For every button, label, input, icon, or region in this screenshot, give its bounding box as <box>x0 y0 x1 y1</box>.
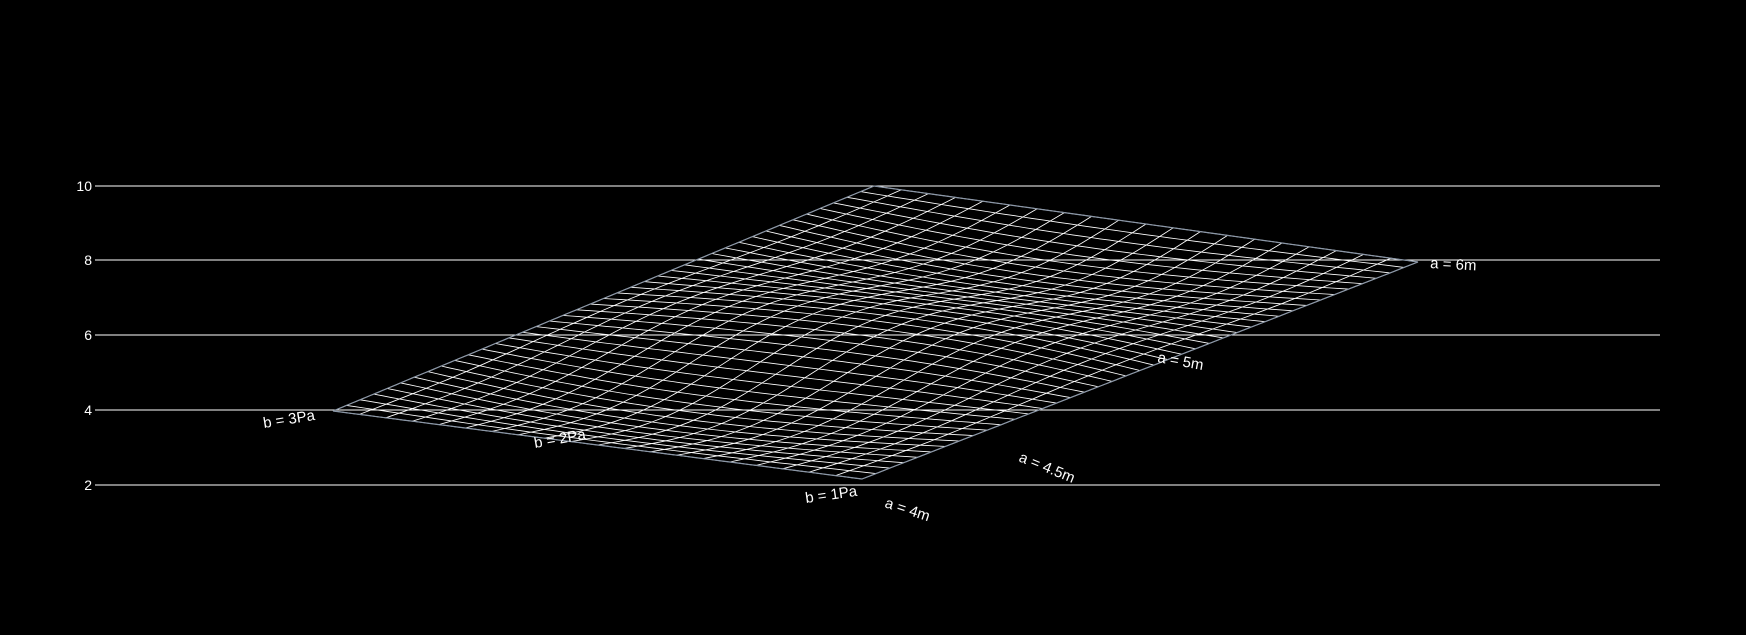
b-gridline <box>676 235 1228 456</box>
carpet-edge-a-min <box>332 410 863 480</box>
carpet-edge-b-max <box>332 185 875 412</box>
b-gridline <box>756 246 1310 466</box>
b-gridline <box>385 193 929 419</box>
carpet-edge-a-max <box>873 185 1419 263</box>
b-gridline <box>835 257 1391 477</box>
b-gridline <box>650 231 1201 453</box>
b-gridline <box>412 197 956 422</box>
y-axis-ticks: 2 4 6 8 10 <box>76 178 92 493</box>
carpet-edge-b-min <box>861 261 1419 480</box>
a-axis-label: a = 6m <box>1430 255 1477 274</box>
carpet-mesh <box>332 185 1419 480</box>
y-tick-label: 8 <box>84 252 92 268</box>
b-gridline <box>491 208 1038 432</box>
b-gridline <box>544 216 1092 439</box>
b-gridline <box>438 200 983 426</box>
y-tick-label: 4 <box>84 402 92 418</box>
carpet-border <box>332 185 1419 480</box>
b-gridline <box>359 189 902 415</box>
b-gridline <box>729 242 1283 463</box>
y-tick-label: 6 <box>84 327 92 343</box>
b-gridline <box>623 227 1174 449</box>
y-tick-label: 10 <box>76 178 92 194</box>
y-tick-label: 2 <box>84 477 92 493</box>
b-gridline <box>782 250 1337 470</box>
b-gridline <box>518 212 1065 436</box>
b-gridline <box>808 254 1364 473</box>
b-gridline <box>703 238 1256 460</box>
b-gridline <box>597 223 1147 446</box>
b-gridline <box>465 204 1011 429</box>
b-gridline <box>570 219 1120 443</box>
